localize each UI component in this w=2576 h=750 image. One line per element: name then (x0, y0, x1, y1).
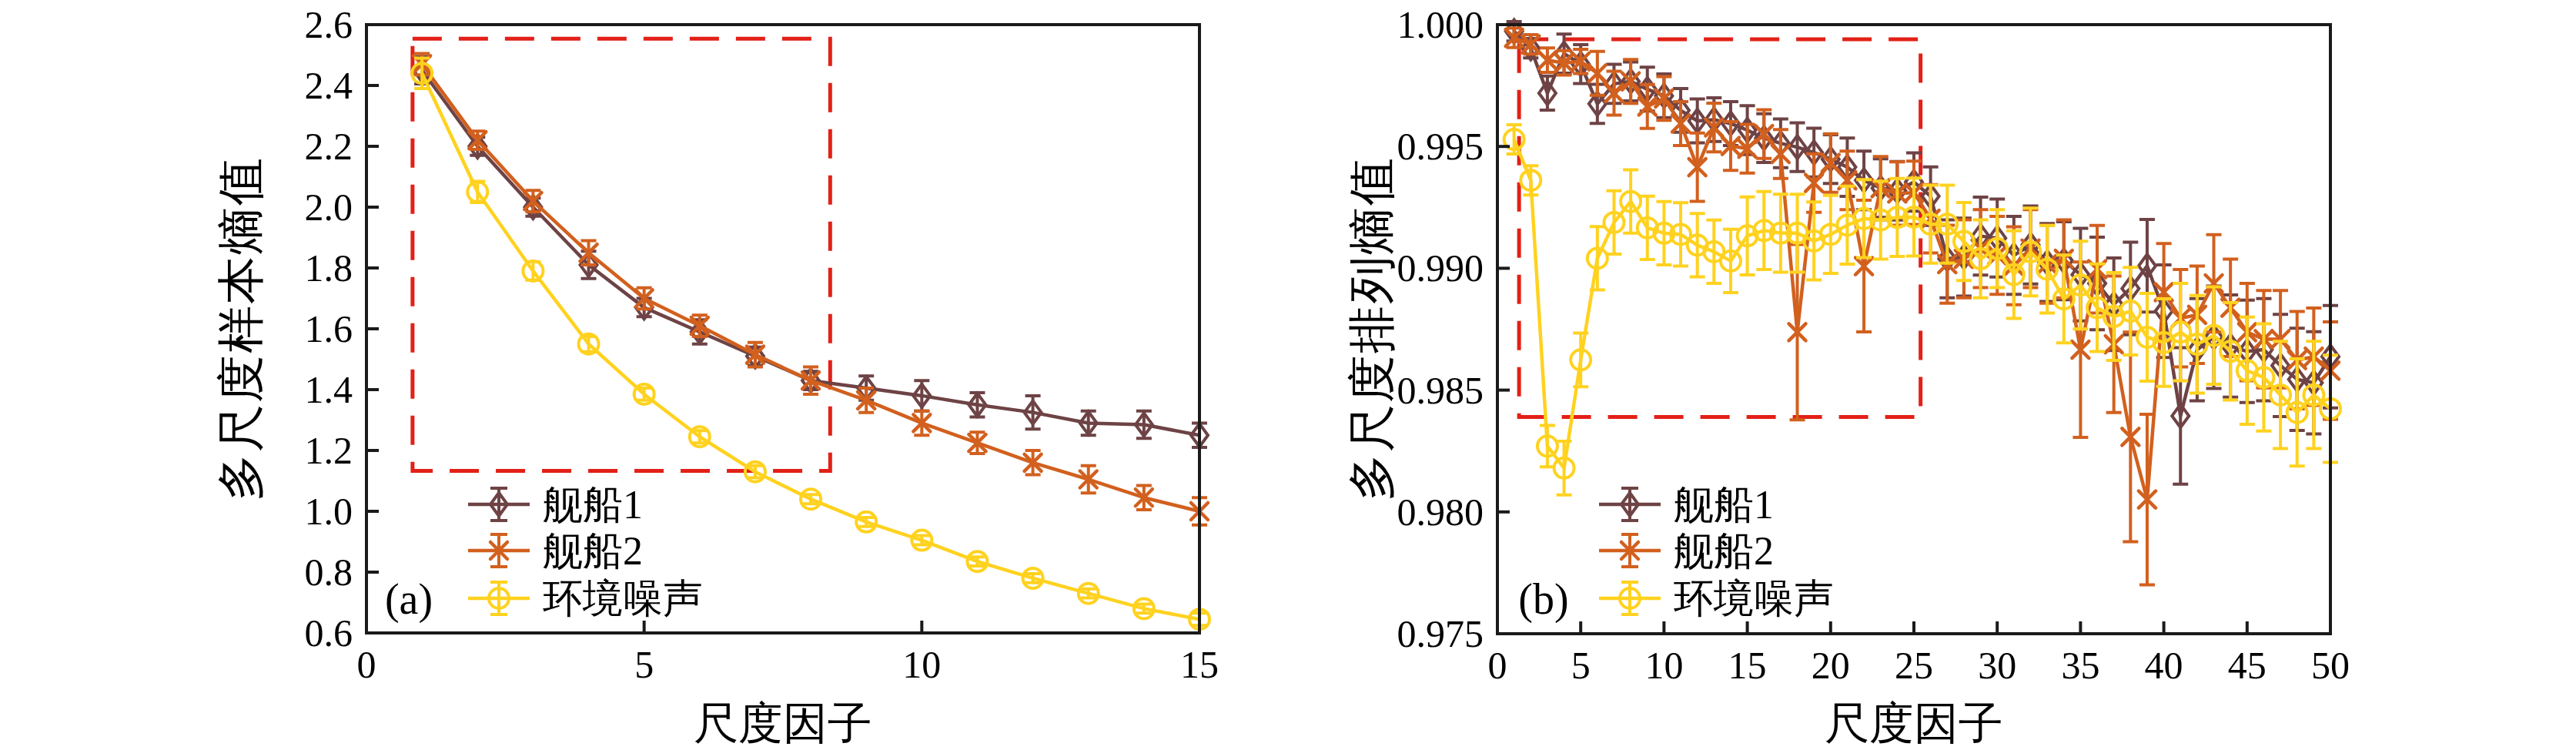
x-tick-label: 40 (2145, 644, 2183, 687)
y-tick-label: 1.4 (305, 368, 353, 411)
legend-label: 环境噪声 (542, 577, 703, 621)
chart-a-x-axis-title: 尺度因子 (694, 694, 872, 750)
error-bar (1540, 425, 1555, 467)
y-tick-label: 0.990 (1397, 246, 1484, 290)
x-tick-label: 15 (1728, 644, 1767, 687)
x-tick-label: 35 (2061, 644, 2099, 687)
y-tick-label: 1.0 (305, 490, 353, 533)
series-环境噪声 (412, 58, 1209, 629)
legend-label: 环境噪声 (1673, 577, 1834, 621)
series-line (422, 73, 1199, 619)
y-tick-label: 1.000 (1397, 3, 1484, 46)
x-tick-label: 25 (1895, 644, 1933, 687)
error-bar (1706, 220, 1721, 283)
chart-a-y-axis-title: 多尺度样本熵值 (209, 156, 273, 501)
y-tick-label: 0.8 (305, 551, 353, 594)
legend-item-环境噪声: 环境噪声 (468, 577, 703, 621)
legend-item-环境噪声: 环境噪声 (1599, 577, 1834, 621)
error-bar (1823, 196, 1838, 273)
error-bar (1956, 203, 1972, 280)
chart-b: 0 5 10 15 20 25 30 35 40 45 50 1.000 0.995 0.990 0.985… (1397, 3, 2350, 687)
x-tick-label: 10 (902, 643, 941, 686)
x-tick-label: 15 (1180, 643, 1219, 686)
error-bar (1723, 229, 1738, 293)
legend-item-舰船1: 舰船1 (1599, 483, 1774, 527)
error-bar (2273, 341, 2288, 448)
x-tick-label: 45 (2228, 644, 2267, 687)
panel-label: (a) (385, 575, 433, 624)
x-tick-label: 20 (1812, 644, 1850, 687)
series-舰船2 (413, 54, 1208, 525)
y-tick-label: 1.2 (305, 429, 353, 472)
legend-label: 舰船1 (543, 483, 643, 527)
legend-item-舰船2: 舰船2 (468, 529, 643, 573)
y-tick-label: 2.6 (305, 3, 353, 46)
x-tick-label: 5 (1571, 644, 1591, 687)
legend-item-舰船2: 舰船2 (1599, 529, 1774, 573)
chart-a: 0 5 10 15 2.6 2.4 2.2 2.0 1.8 1.6 1.4 1.2 1.0 0.8 0.6 (… (305, 3, 1219, 686)
y-tick-label: 2.2 (305, 125, 353, 168)
y-tick-label: 0.980 (1397, 491, 1484, 534)
x-tick-label: 30 (1978, 644, 2016, 687)
x-tick-label: 0 (1488, 644, 1507, 687)
y-tick-label: 0.985 (1397, 369, 1484, 412)
x-tick-label: 5 (634, 643, 654, 686)
error-bar (1690, 213, 1705, 276)
y-tick-label: 0.995 (1397, 125, 1484, 168)
panel-label: (b) (1518, 575, 1568, 624)
x-tick-label: 50 (2311, 644, 2350, 687)
series-line (422, 64, 1199, 511)
legend-label: 舰船2 (543, 529, 643, 573)
legend-item-舰船1: 舰船1 (468, 483, 643, 527)
y-tick-label: 0.975 (1397, 612, 1484, 655)
error-bar (1573, 333, 1588, 387)
y-tick-label: 2.0 (305, 186, 353, 229)
error-bar (803, 494, 818, 504)
x-tick-label: 10 (1644, 644, 1683, 687)
chart-b-y-axis-title: 多尺度排列熵值 (1340, 156, 1404, 501)
highlight-box (413, 39, 830, 470)
y-tick-label: 0.6 (305, 611, 353, 655)
x-tick-label: 0 (357, 643, 376, 686)
legend-label: 舰船1 (1674, 483, 1774, 527)
y-tick-label: 2.4 (305, 64, 353, 107)
error-bar (1557, 441, 1572, 495)
charts-canvas: 0 5 10 15 2.6 2.4 2.2 2.0 1.8 1.6 1.4 1.2 1.0 0.8 0.6 (… (0, 0, 2576, 750)
chart-b-x-axis-title: 尺度因子 (1825, 694, 2003, 750)
figure: 0 5 10 15 2.6 2.4 2.2 2.0 1.8 1.6 1.4 1.2 1.0 0.8 0.6 (… (0, 0, 2576, 750)
y-tick-label: 1.6 (305, 307, 353, 350)
legend-label: 舰船2 (1674, 529, 1774, 573)
y-tick-label: 1.8 (305, 246, 353, 290)
